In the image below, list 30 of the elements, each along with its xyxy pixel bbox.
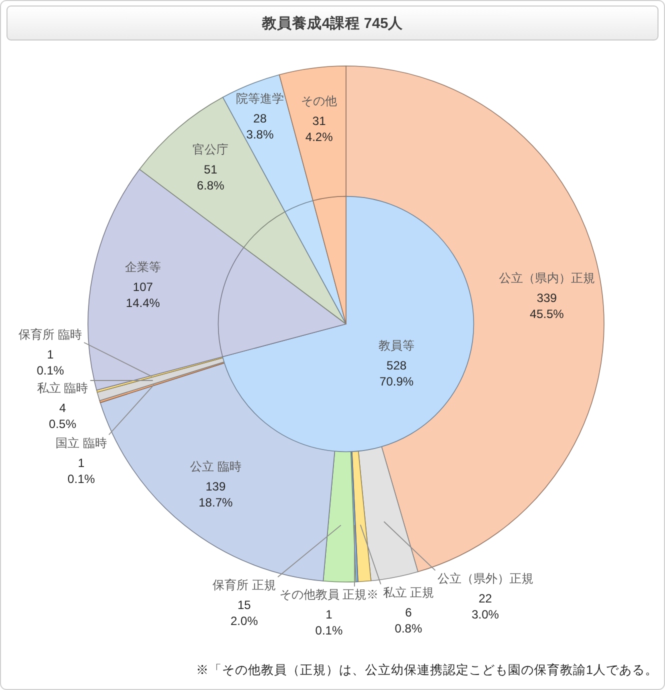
data-label: 339 45.5% bbox=[530, 290, 564, 321]
slice-label: その他 bbox=[301, 94, 338, 108]
slice-label: 企業等 bbox=[124, 260, 161, 274]
slice-label: 保育所 正規 bbox=[212, 578, 276, 592]
text: ※「その他教員（正規）は、公立幼保連携認定こども園の保育教諭1人である。 bbox=[196, 662, 658, 677]
data-label: 528 70.9% bbox=[380, 358, 414, 388]
data-label: 22 3.0% bbox=[472, 591, 500, 622]
slice-label: その他教員 正規※ bbox=[279, 587, 379, 602]
slice-label: 院等進学 bbox=[236, 91, 284, 106]
data-label: 51 6.8% bbox=[196, 162, 225, 193]
data-label: 107 14.4% bbox=[126, 280, 160, 310]
slice-label: 教員等 bbox=[378, 338, 415, 352]
slice-label: 公立 臨時 bbox=[190, 460, 242, 474]
slice-label: 私立 正規 bbox=[382, 585, 434, 600]
slice-label: 公立（県外）正規 bbox=[437, 571, 534, 586]
data-label: 6 0.8% bbox=[394, 605, 422, 636]
chart-title: 教員養成4課程 745人 bbox=[260, 15, 404, 32]
slice-label: 私立 臨時 bbox=[36, 380, 88, 395]
data-label: 139 18.7% bbox=[198, 480, 233, 510]
slice-label: 官公庁 bbox=[192, 142, 229, 157]
data-label: 4 0.5% bbox=[48, 400, 77, 431]
slice-label: 国立 臨時 bbox=[56, 436, 107, 450]
data-label: 28 3.8% bbox=[246, 111, 274, 142]
data-label: 15 2.0% bbox=[230, 598, 258, 628]
slice-label: 公立（県内）正規 bbox=[498, 270, 595, 285]
data-label: 31 4.2% bbox=[305, 114, 334, 144]
data-label: 1 0.1% bbox=[36, 347, 64, 378]
slice-label: 保育所 臨時 bbox=[18, 327, 82, 342]
data-label: 1 0.1% bbox=[68, 456, 96, 486]
data-label: 1 0.1% bbox=[315, 607, 343, 638]
